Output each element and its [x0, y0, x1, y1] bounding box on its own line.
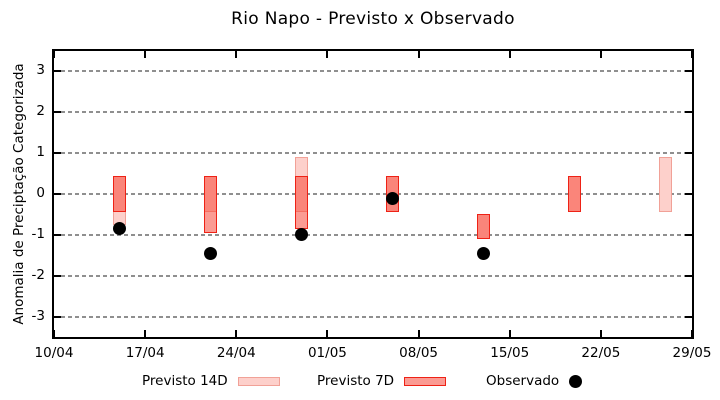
gridline: [54, 70, 692, 73]
x-tick-mark: [53, 330, 55, 337]
y-tick-mark: [685, 193, 692, 195]
legend-swatch-previsto-14d-icon: [237, 376, 280, 386]
x-tick-mark: [417, 330, 420, 337]
y-tick-label: 0: [36, 185, 45, 201]
x-tick-mark: [144, 51, 147, 58]
gridline: [54, 315, 692, 318]
x-tick-mark: [326, 51, 329, 58]
y-tick-mark: [685, 111, 692, 114]
gridline: [54, 274, 692, 277]
y-tick-mark: [54, 111, 61, 114]
observado-point: [203, 246, 217, 260]
bar-previsto-7d: [294, 175, 308, 229]
gridline: [54, 193, 692, 195]
observado-point: [112, 222, 126, 236]
y-tick-label: -3: [31, 307, 45, 324]
legend-swatch-previsto-7d-icon: [404, 376, 447, 386]
y-tick-mark: [685, 274, 692, 277]
chart-title: Rio Napo - Previsto x Observado: [231, 9, 515, 29]
y-tick-mark: [685, 70, 692, 73]
bar-previsto-7d: [477, 214, 491, 239]
legend-label-previsto-7d: Previsto 7D: [317, 373, 395, 389]
legend-label-observado: Observado: [486, 373, 560, 389]
bar-previsto-7d: [112, 175, 126, 213]
observado-point: [294, 228, 308, 242]
x-tick-mark: [144, 330, 147, 337]
observado-point: [477, 246, 491, 260]
y-tick-mark: [685, 152, 692, 155]
y-tick-mark: [54, 274, 61, 277]
plot-area: [52, 49, 694, 339]
x-tick-mark: [235, 330, 238, 337]
x-tick-mark: [691, 51, 693, 58]
x-tick-label: 01/05: [307, 345, 347, 361]
gridline: [54, 152, 692, 155]
bar-previsto-7d: [203, 175, 217, 233]
gridline: [54, 233, 692, 236]
y-tick-mark: [54, 233, 61, 236]
observado-point: [386, 191, 400, 205]
y-tick-mark: [54, 315, 61, 318]
y-tick-mark: [685, 233, 692, 236]
x-tick-mark: [599, 51, 602, 58]
x-tick-mark: [508, 51, 511, 58]
legend: Previsto 14D Previsto 7D Observado: [0, 372, 720, 396]
y-tick-label: -1: [31, 225, 45, 242]
x-tick-mark: [417, 51, 420, 58]
x-tick-mark: [235, 51, 238, 58]
x-tick-label: 29/05: [672, 345, 712, 361]
y-tick-mark: [54, 193, 61, 195]
x-tick-label: 17/04: [125, 345, 165, 361]
x-tick-mark: [508, 330, 511, 337]
legend-swatch-observado-icon: [569, 374, 583, 388]
legend-label-previsto-14d: Previsto 14D: [142, 373, 228, 389]
x-tick-mark: [691, 330, 693, 337]
bar-previsto-14d: [659, 157, 673, 213]
legend-item-previsto-14d: Previsto 14D: [142, 372, 280, 390]
x-tick-mark: [326, 330, 329, 337]
bar-previsto-7d: [568, 175, 582, 213]
y-tick-label: 3: [36, 62, 45, 79]
gridline: [54, 111, 692, 114]
x-tick-label: 10/04: [34, 345, 74, 361]
legend-item-previsto-7d: Previsto 7D: [317, 372, 447, 390]
x-tick-label: 15/05: [490, 345, 530, 361]
y-tick-label: -2: [31, 266, 45, 283]
y-tick-label: 1: [36, 144, 45, 161]
x-tick-mark: [599, 330, 602, 337]
y-tick-mark: [54, 152, 61, 155]
legend-item-observado: Observado: [486, 372, 583, 390]
x-tick-mark: [53, 51, 55, 58]
y-tick-label: 2: [36, 103, 45, 120]
y-tick-mark: [685, 315, 692, 318]
x-tick-label: 22/05: [581, 345, 621, 361]
y-tick-mark: [54, 70, 61, 73]
x-tick-label: 24/04: [216, 345, 256, 361]
x-tick-label: 08/05: [399, 345, 439, 361]
